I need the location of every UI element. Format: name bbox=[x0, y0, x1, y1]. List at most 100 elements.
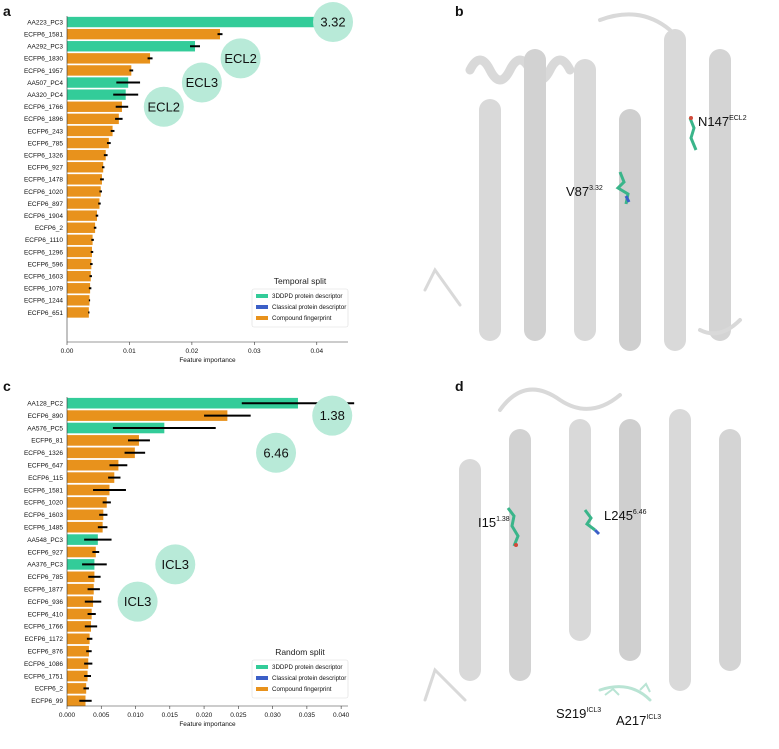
errorbars-a bbox=[88, 21, 340, 314]
xtick-label: 0.00 bbox=[61, 348, 74, 355]
oxygen-atom bbox=[689, 116, 693, 120]
bar-ecfp6-1020 bbox=[67, 186, 101, 197]
ytick-ecfp6-1172: ECFP6_1172 bbox=[24, 636, 63, 643]
annotation-label: ICL3 bbox=[162, 557, 189, 572]
bar-ecfp6-927 bbox=[67, 546, 96, 558]
bar-ecfp6-1020 bbox=[67, 497, 107, 508]
residue-n147: N147ECL2 bbox=[688, 114, 747, 151]
ytick-aa292-pc3: AA292_PC3 bbox=[27, 44, 63, 51]
loop-d-2 bbox=[423, 667, 467, 702]
helix-b-1 bbox=[465, 55, 575, 85]
bar-ecfp6-2 bbox=[67, 222, 96, 233]
residue-stick-a217 bbox=[639, 682, 651, 693]
ytick-ecfp6-1020: ECFP6_1020 bbox=[24, 189, 63, 196]
xtick-label: 0.030 bbox=[264, 712, 281, 719]
legend-label-classical: Classical protein descriptor bbox=[272, 675, 346, 682]
legend-box-c bbox=[251, 659, 349, 699]
ytick-ecfp6-1581: ECFP6_1581 bbox=[24, 31, 63, 38]
ytick-ecfp6-1877: ECFP6_1877 bbox=[24, 587, 63, 594]
ytick-ecfp6-1957: ECFP6_1957 bbox=[24, 68, 63, 75]
xtick-label: 0.020 bbox=[196, 712, 213, 719]
annotation-label: ICL3 bbox=[124, 594, 151, 609]
bar-ecfp6-1896 bbox=[67, 113, 119, 125]
bar-ecfp6-1603 bbox=[67, 270, 91, 282]
bar-ecfp6-651 bbox=[67, 307, 89, 318]
bar-ecfp6-1766 bbox=[67, 101, 122, 112]
legend-box-a bbox=[251, 288, 349, 328]
ytick-aa507-pc4: AA507_PC4 bbox=[27, 80, 63, 87]
loop-d-1 bbox=[498, 387, 622, 412]
protein-structure-d bbox=[423, 387, 741, 702]
annotation-label: ECL2 bbox=[148, 99, 181, 114]
loop-b-1 bbox=[598, 12, 672, 32]
bar-ecfp6-785 bbox=[67, 137, 109, 149]
ytick-ecfp6-115: ECFP6_115 bbox=[28, 475, 63, 482]
bar-ecfp6-785 bbox=[67, 571, 95, 583]
ytick-ecfp6-927: ECFP6_927 bbox=[28, 549, 64, 556]
annotation-bubble bbox=[117, 581, 158, 622]
legend-title-a: Temporal split bbox=[274, 276, 327, 286]
bar-ecfp6-1086 bbox=[67, 658, 89, 669]
residue-label-l245: L2456.46 bbox=[604, 508, 647, 523]
legend-title-c: Random split bbox=[275, 647, 325, 657]
bar-ecfp6-1751 bbox=[67, 670, 88, 682]
bar-ecfp6-1172 bbox=[67, 633, 90, 645]
ytick-aa376-pc3: AA376_PC3 bbox=[27, 562, 63, 569]
ytick-ecfp6-876: ECFP6_876 bbox=[28, 649, 64, 656]
xtick-label: 0.000 bbox=[59, 712, 76, 719]
oxygen-atom-d bbox=[514, 543, 518, 547]
bar-ecfp6-1110 bbox=[67, 234, 93, 246]
loop-b-2 bbox=[423, 267, 462, 307]
bar-ecfp6-897 bbox=[67, 198, 100, 209]
bar-aa292-pc3 bbox=[67, 41, 196, 52]
bar-ecfp6-1581 bbox=[67, 28, 220, 40]
ytick-ecfp6-1020: ECFP6_1020 bbox=[24, 500, 63, 507]
panel-label-b: b bbox=[455, 3, 464, 19]
annotation-bubble bbox=[220, 38, 261, 79]
ytick-ecfp6-1830: ECFP6_1830 bbox=[24, 56, 63, 63]
ytick-ecfp6-1896: ECFP6_1896 bbox=[24, 116, 63, 123]
bar-ecfp6-1326 bbox=[67, 149, 106, 161]
bar-ecfp6-1478 bbox=[67, 174, 102, 185]
ytick-ecfp6-1603: ECFP6_1603 bbox=[24, 273, 63, 280]
ytick-ecfp6-1485: ECFP6_1485 bbox=[24, 525, 63, 532]
annotations-c: 1.38 6.46 ICL3 ICL3 bbox=[117, 395, 353, 622]
ytick-aa576-pc5: AA576_PC5 bbox=[27, 425, 63, 432]
bar-aa376-pc3 bbox=[67, 559, 95, 570]
bar-ecfp6-1485 bbox=[67, 521, 103, 533]
ytick-ecfp6-243: ECFP6_243 bbox=[28, 128, 64, 135]
residue-label-v87: V873.32 bbox=[566, 184, 603, 199]
legend-label-classical: Classical protein descriptor bbox=[272, 304, 346, 311]
bar-ecfp6-99 bbox=[67, 695, 86, 707]
xtick-label: 0.040 bbox=[333, 712, 350, 719]
icl3-loop bbox=[598, 685, 652, 702]
bar-ecfp6-410 bbox=[67, 608, 92, 620]
ytick-ecfp6-1296: ECFP6_1296 bbox=[24, 249, 63, 256]
annotations-a: 3.32 ECL2 ECL3 ECL2 bbox=[143, 2, 354, 127]
ytick-ecfp6-785: ECFP6_785 bbox=[28, 140, 64, 147]
bar-aa128-pc2 bbox=[67, 397, 298, 409]
residue-s219: S219ICL3 bbox=[556, 687, 620, 721]
bar-ecfp6-1766 bbox=[67, 621, 91, 632]
ytick-ecfp6-897: ECFP6_897 bbox=[28, 201, 64, 208]
ytick-ecfp6-1904: ECFP6_1904 bbox=[24, 213, 63, 220]
ytick-ecfp6-651: ECFP6_651 bbox=[28, 310, 64, 317]
bar-ecfp6-876 bbox=[67, 645, 89, 657]
ytick-ecfp6-1110: ECFP6_1110 bbox=[25, 237, 63, 244]
annotation-bubble bbox=[181, 62, 222, 103]
ytick-ecfp6-927: ECFP6_927 bbox=[28, 165, 64, 172]
bar-ecfp6-1904 bbox=[67, 210, 97, 221]
residue-i15: I151.38 bbox=[478, 507, 520, 547]
bar-ecfp6-1830 bbox=[67, 53, 151, 64]
xtick-label: 0.01 bbox=[123, 348, 136, 355]
ytick-ecfp6-99: ECFP6_99 bbox=[31, 698, 63, 705]
ytick-aa320-pc4: AA320_PC4 bbox=[27, 92, 63, 99]
legend-label-protein_3ddpd: 3DDPD protein descriptor bbox=[272, 293, 343, 300]
bar-aa320-pc4 bbox=[67, 89, 126, 100]
bar-ecfp6-1581 bbox=[67, 484, 110, 496]
bar-ecfp6-1296 bbox=[67, 246, 92, 258]
nitrogen-atom bbox=[624, 195, 631, 203]
ytick-ecfp6-1581: ECFP6_1581 bbox=[24, 487, 63, 494]
ytick-ecfp6-1603: ECFP6_1603 bbox=[24, 512, 63, 519]
